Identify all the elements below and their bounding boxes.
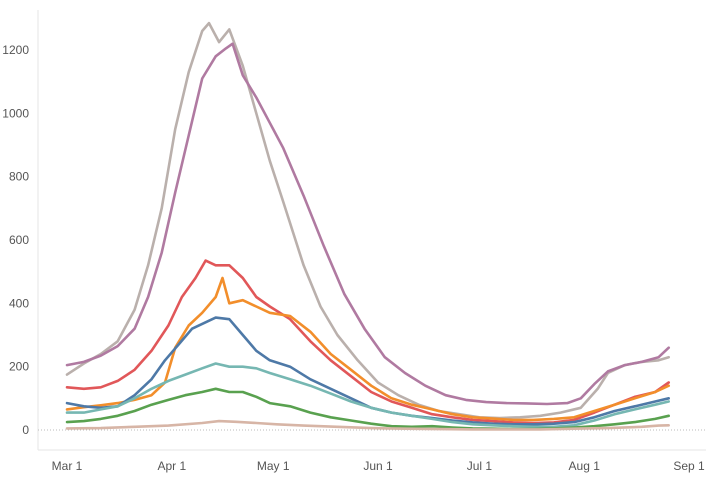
x-tick-label: Jun 1 <box>363 459 393 473</box>
y-tick-label: 1200 <box>2 43 29 57</box>
y-tick-label: 800 <box>9 170 29 184</box>
x-tick-label: Sep 1 <box>673 459 705 473</box>
tick-labels: 0 200 400 600 800 1000 1200 Mar 1 Apr 1 May 1 Jun … <box>2 43 705 473</box>
series-line-3 <box>65 259 671 425</box>
x-tick-label: May 1 <box>257 459 290 473</box>
series-line-1 <box>65 21 671 420</box>
x-tick-label: Jul 1 <box>467 459 493 473</box>
series-line-8 <box>65 419 671 431</box>
series-line-5 <box>65 316 671 426</box>
axis-layer <box>37 10 706 451</box>
y-tick-label: 0 <box>22 423 29 437</box>
x-tick-label: Mar 1 <box>52 459 83 473</box>
x-tick-label: Apr 1 <box>157 459 186 473</box>
y-tick-label: 200 <box>9 360 29 374</box>
x-tick-label: Aug 1 <box>569 459 601 473</box>
y-tick-label: 400 <box>9 296 29 310</box>
series-line-2 <box>65 42 671 406</box>
y-tick-label: 1000 <box>2 106 29 120</box>
series-layer <box>65 21 671 431</box>
series-line-6 <box>65 362 671 429</box>
y-tick-label: 600 <box>9 233 29 247</box>
